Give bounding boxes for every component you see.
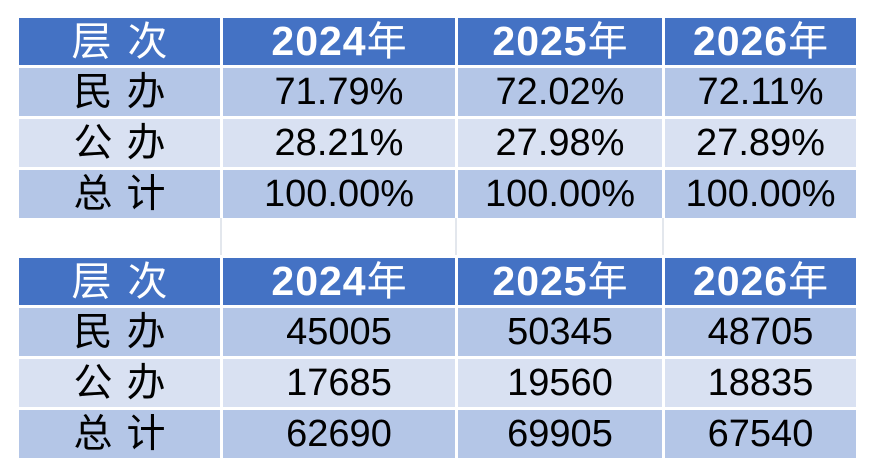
value-cell: 19560 (455, 356, 665, 410)
table-row: 民办 71.79% 72.02% 72.11% (16, 65, 859, 119)
row-label: 公办 (16, 116, 223, 170)
table2-header-row: 层次 2024年 2025年 2026年 (16, 255, 859, 308)
column-header-year-2025: 2025年 (455, 15, 665, 68)
column-header-year-2025: 2025年 (455, 255, 665, 308)
value-cell: 67540 (662, 407, 859, 461)
level-header-label: 层次 (71, 258, 184, 304)
column-header-level: 层次 (16, 15, 223, 68)
spacer-cell (457, 218, 664, 255)
column-header-year-2024: 2024年 (220, 15, 458, 68)
value-cell: 45005 (220, 305, 458, 359)
value-cell: 72.11% (662, 65, 859, 119)
value-cell: 27.98% (455, 116, 665, 170)
value-cell: 28.21% (220, 116, 458, 170)
value-cell: 18835 (662, 356, 859, 410)
blank-spacer-row (16, 218, 856, 255)
value-cell: 27.89% (662, 116, 859, 170)
value-cell: 17685 (220, 356, 458, 410)
value-cell: 50345 (455, 305, 665, 359)
row-label: 民办 (16, 65, 223, 119)
percentage-share-table: 层次 2024年 2025年 2026年 民办 71.79% 72.02% 72… (16, 15, 859, 221)
headcount-table: 层次 2024年 2025年 2026年 民办 45005 50345 4870… (16, 255, 859, 461)
value-cell: 71.79% (220, 65, 458, 119)
spacer-cell (16, 218, 222, 255)
value-cell: 48705 (662, 305, 859, 359)
column-header-year-2024: 2024年 (220, 255, 458, 308)
row-label: 公办 (16, 356, 223, 410)
table-row: 民办 45005 50345 48705 (16, 305, 859, 359)
value-cell: 62690 (220, 407, 458, 461)
table-row: 总计 62690 69905 67540 (16, 407, 859, 461)
table-row: 总计 100.00% 100.00% 100.00% (16, 167, 859, 221)
value-cell: 100.00% (455, 167, 665, 221)
table1-header-row: 层次 2024年 2025年 2026年 (16, 15, 859, 68)
value-cell: 100.00% (220, 167, 458, 221)
value-cell: 100.00% (662, 167, 859, 221)
row-label: 总计 (16, 407, 223, 461)
row-label: 总计 (16, 167, 223, 221)
table-row: 公办 28.21% 27.98% 27.89% (16, 116, 859, 170)
spacer-cell (222, 218, 457, 255)
column-header-level: 层次 (16, 255, 223, 308)
value-cell: 69905 (455, 407, 665, 461)
value-cell: 72.02% (455, 65, 665, 119)
column-header-year-2026: 2026年 (662, 255, 859, 308)
table-row: 公办 17685 19560 18835 (16, 356, 859, 410)
column-header-year-2026: 2026年 (662, 15, 859, 68)
row-label: 民办 (16, 305, 223, 359)
spacer-cell (664, 218, 856, 255)
level-header-label: 层次 (71, 18, 184, 64)
